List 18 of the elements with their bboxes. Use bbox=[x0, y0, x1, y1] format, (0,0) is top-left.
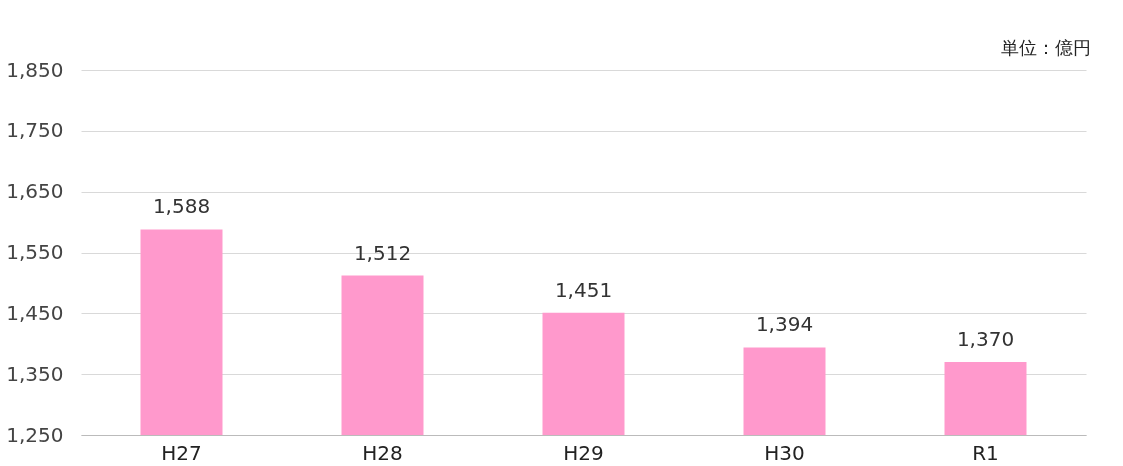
text: 単位：億円 bbox=[1001, 37, 1091, 58]
x-tick-label: H27 bbox=[161, 440, 202, 465]
x-tick-label: R1 bbox=[972, 440, 999, 465]
text: 1,512 bbox=[353, 240, 412, 265]
x-tick-label: H30 bbox=[764, 440, 805, 465]
x-tick-label: H28 bbox=[362, 440, 403, 465]
x-tick-label: H29 bbox=[563, 440, 604, 465]
y-tick-label: 1,850 bbox=[6, 57, 64, 82]
text: 1,394 bbox=[755, 312, 814, 337]
y-tick-label: 1,650 bbox=[6, 179, 64, 204]
y-tick-label: 1,450 bbox=[6, 300, 64, 325]
y-tick-label: 1,750 bbox=[6, 118, 64, 143]
y-tick-label: 1,550 bbox=[6, 240, 64, 264]
text: 1,451 bbox=[554, 277, 613, 302]
y-tick-label: 1,350 bbox=[6, 361, 64, 386]
text: 1,370 bbox=[956, 327, 1015, 351]
text: 1,588 bbox=[152, 194, 211, 219]
y-tick-label: 1,250 bbox=[6, 422, 64, 447]
